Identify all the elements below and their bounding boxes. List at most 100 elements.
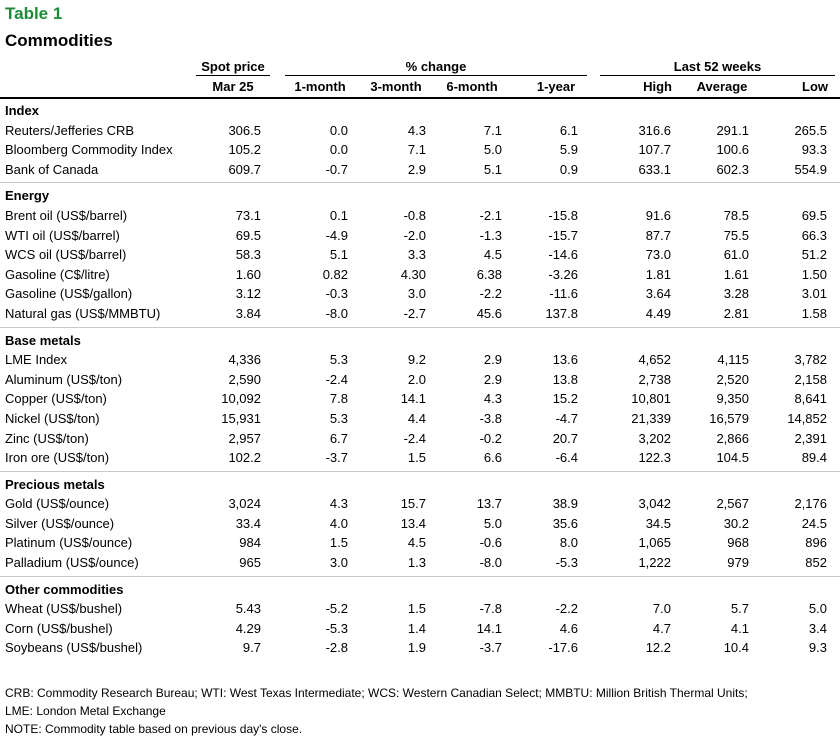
change-1-month-cell: 0.1 xyxy=(329,207,348,223)
high-52-week-cell: 3.64 xyxy=(645,286,671,302)
spot-price-cell: 2,590 xyxy=(228,371,261,387)
average-52-week-cell: 3.28 xyxy=(723,286,749,302)
low-52-week-cell: 93.3 xyxy=(801,142,827,158)
spot-price-cell: 69.5 xyxy=(235,227,261,243)
change-6-month-cell: -2.2 xyxy=(479,286,502,302)
change-3-month-cell: 1.5 xyxy=(407,450,426,466)
change-1-month-cell: -0.7 xyxy=(325,161,348,177)
change-6-month-cell: 4.3 xyxy=(483,391,502,407)
section-header-row: Precious metals xyxy=(0,475,840,495)
change-1-year-cell: 13.6 xyxy=(552,352,578,368)
change-1-month-cell: 1.5 xyxy=(329,535,348,551)
average-52-week-cell: 10.4 xyxy=(723,640,749,656)
spot-price-cell: 58.3 xyxy=(235,247,261,263)
spot-price-cell: 2,957 xyxy=(228,430,261,446)
table-row: Silver (US$/ounce) 33.4 4.0 13.4 5.0 35.6 34.5… xyxy=(0,514,840,534)
change-3-month-cell: -2.4 xyxy=(403,430,426,446)
spot-price-cell: 984 xyxy=(239,535,261,551)
low-52-week-cell: 69.5 xyxy=(801,207,827,223)
change-6-month-cell: 45.6 xyxy=(476,305,502,321)
row-label: Wheat (US$/bushel) xyxy=(5,601,123,617)
change-6-month-cell: 6.6 xyxy=(483,450,502,466)
change-1-year-cell: -5.3 xyxy=(555,555,578,571)
table-row: WTI oil (US$/barrel) 69.5 -4.9 -2.0 -1.3 -15.… xyxy=(0,226,840,246)
row-label: Brent oil (US$/barrel) xyxy=(5,207,128,223)
change-6-month-cell: 5.0 xyxy=(483,142,502,158)
table-row: Palladium (US$/ounce) 965 3.0 1.3 -8.0 -5.3 1,… xyxy=(0,553,840,573)
table-row: Platinum (US$/ounce) 984 1.5 4.5 -0.6 8.0 1,06… xyxy=(0,533,840,553)
change-1-year-cell: 15.2 xyxy=(552,391,578,407)
row-label: Bank of Canada xyxy=(5,161,99,177)
average-52-week-cell: 1.61 xyxy=(723,266,749,282)
table-row: Soybeans (US$/bushel) 9.7 -2.8 1.9 -3.7 -17.6… xyxy=(0,638,840,658)
spot-price-cell: 3.12 xyxy=(235,286,261,302)
change-6-month-cell: 5.1 xyxy=(483,161,502,177)
separator-line xyxy=(0,182,840,184)
change-1-year-cell: -14.6 xyxy=(548,247,578,263)
table-row: Copper (US$/ton) 10,092 7.8 14.1 4.3 15.2 10,8… xyxy=(0,389,840,409)
high-52-week-cell: 1,222 xyxy=(638,555,671,571)
change-1-month-cell: -5.3 xyxy=(325,620,348,636)
change-1-month-cell: 5.3 xyxy=(329,352,348,368)
spot-price-cell: 10,092 xyxy=(221,391,261,407)
low-52-week-cell: 3.01 xyxy=(801,286,827,302)
spot-price-cell: 4.29 xyxy=(235,620,261,636)
spot-price-cell: 4,336 xyxy=(228,352,261,368)
table-row: Brent oil (US$/barrel) 73.1 0.1 -0.8 -2.1 -15… xyxy=(0,206,840,226)
change-1-year-cell: -11.6 xyxy=(549,286,578,302)
change-1-month-cell: 0.82 xyxy=(322,266,348,282)
low-52-week-cell: 2,176 xyxy=(794,496,827,512)
average-52-week-cell: 968 xyxy=(727,535,749,551)
separator-line xyxy=(0,575,840,577)
row-label: Gold (US$/ounce) xyxy=(5,496,110,512)
change-1-month-cell: -2.8 xyxy=(325,640,348,656)
change-3-month-cell: 3.0 xyxy=(407,286,426,302)
change-6-month-cell: 13.7 xyxy=(476,496,502,512)
spot-price-cell: 33.4 xyxy=(235,515,261,531)
table-row: Bank of Canada 609.7 -0.7 2.9 5.1 0.9 633.1 602… xyxy=(0,160,840,180)
change-1-month-cell: -3.7 xyxy=(325,450,348,466)
change-3-month-cell: 13.4 xyxy=(400,515,426,531)
high-52-week-cell: 10,801 xyxy=(631,391,671,407)
table-row: Gasoline (C$/litre) 1.60 0.82 4.30 6.38 -3.26… xyxy=(0,265,840,285)
row-label: Natural gas (US$/MMBTU) xyxy=(5,305,161,321)
average-52-week-cell: 78.5 xyxy=(723,207,749,223)
commodities-table-body: Index Reuters/Jefferies CRB 306.5 0.0 4.3 7.1… xyxy=(0,101,840,658)
section-label: Other commodities xyxy=(5,581,124,597)
average-52-week-cell: 104.5 xyxy=(716,450,749,466)
change-1-year-cell: 13.8 xyxy=(552,371,578,387)
table-row: Reuters/Jefferies CRB 306.5 0.0 4.3 7.1 6.1 31… xyxy=(0,121,840,141)
average-52-week-cell: 2,866 xyxy=(716,430,749,446)
row-label: Nickel (US$/ton) xyxy=(5,410,100,426)
change-1-year-cell: 4.6 xyxy=(559,620,578,636)
change-1-year-cell: 38.9 xyxy=(552,496,578,512)
change-6-month-cell: -0.6 xyxy=(479,535,502,551)
header-spot-date: Mar 25 xyxy=(212,79,254,94)
change-3-month-cell: 3.3 xyxy=(407,247,426,263)
low-52-week-cell: 5.0 xyxy=(808,601,827,617)
spot-price-cell: 5.43 xyxy=(235,601,261,617)
spot-group-rule xyxy=(196,75,270,76)
change-1-year-cell: 20.7 xyxy=(552,430,578,446)
high-52-week-cell: 1.81 xyxy=(645,266,671,282)
section-separator xyxy=(0,468,840,475)
change-1-year-cell: 137.8 xyxy=(545,305,578,321)
separator-line xyxy=(0,470,840,472)
average-52-week-cell: 291.1 xyxy=(716,122,749,138)
high-52-week-cell: 12.2 xyxy=(645,640,671,656)
average-52-week-cell: 602.3 xyxy=(716,161,749,177)
change-6-month-cell: -3.8 xyxy=(479,410,502,426)
header-3-month: 3-month xyxy=(370,79,422,94)
low-52-week-cell: 2,158 xyxy=(794,371,827,387)
section-header-row: Energy xyxy=(0,186,840,206)
table-row: Gasoline (US$/gallon) 3.12 -0.3 3.0 -2.2 -11.… xyxy=(0,284,840,304)
high-52-week-cell: 4,652 xyxy=(638,352,671,368)
high-52-week-cell: 91.6 xyxy=(645,207,671,223)
change-6-month-cell: -7.8 xyxy=(479,601,502,617)
change-1-month-cell: 0.0 xyxy=(329,122,348,138)
average-52-week-cell: 16,579 xyxy=(709,410,749,426)
section-label: Energy xyxy=(5,188,50,204)
change-6-month-cell: 7.1 xyxy=(483,122,502,138)
table-number: Table 1 xyxy=(5,4,63,23)
row-label: Soybeans (US$/bushel) xyxy=(5,640,143,656)
